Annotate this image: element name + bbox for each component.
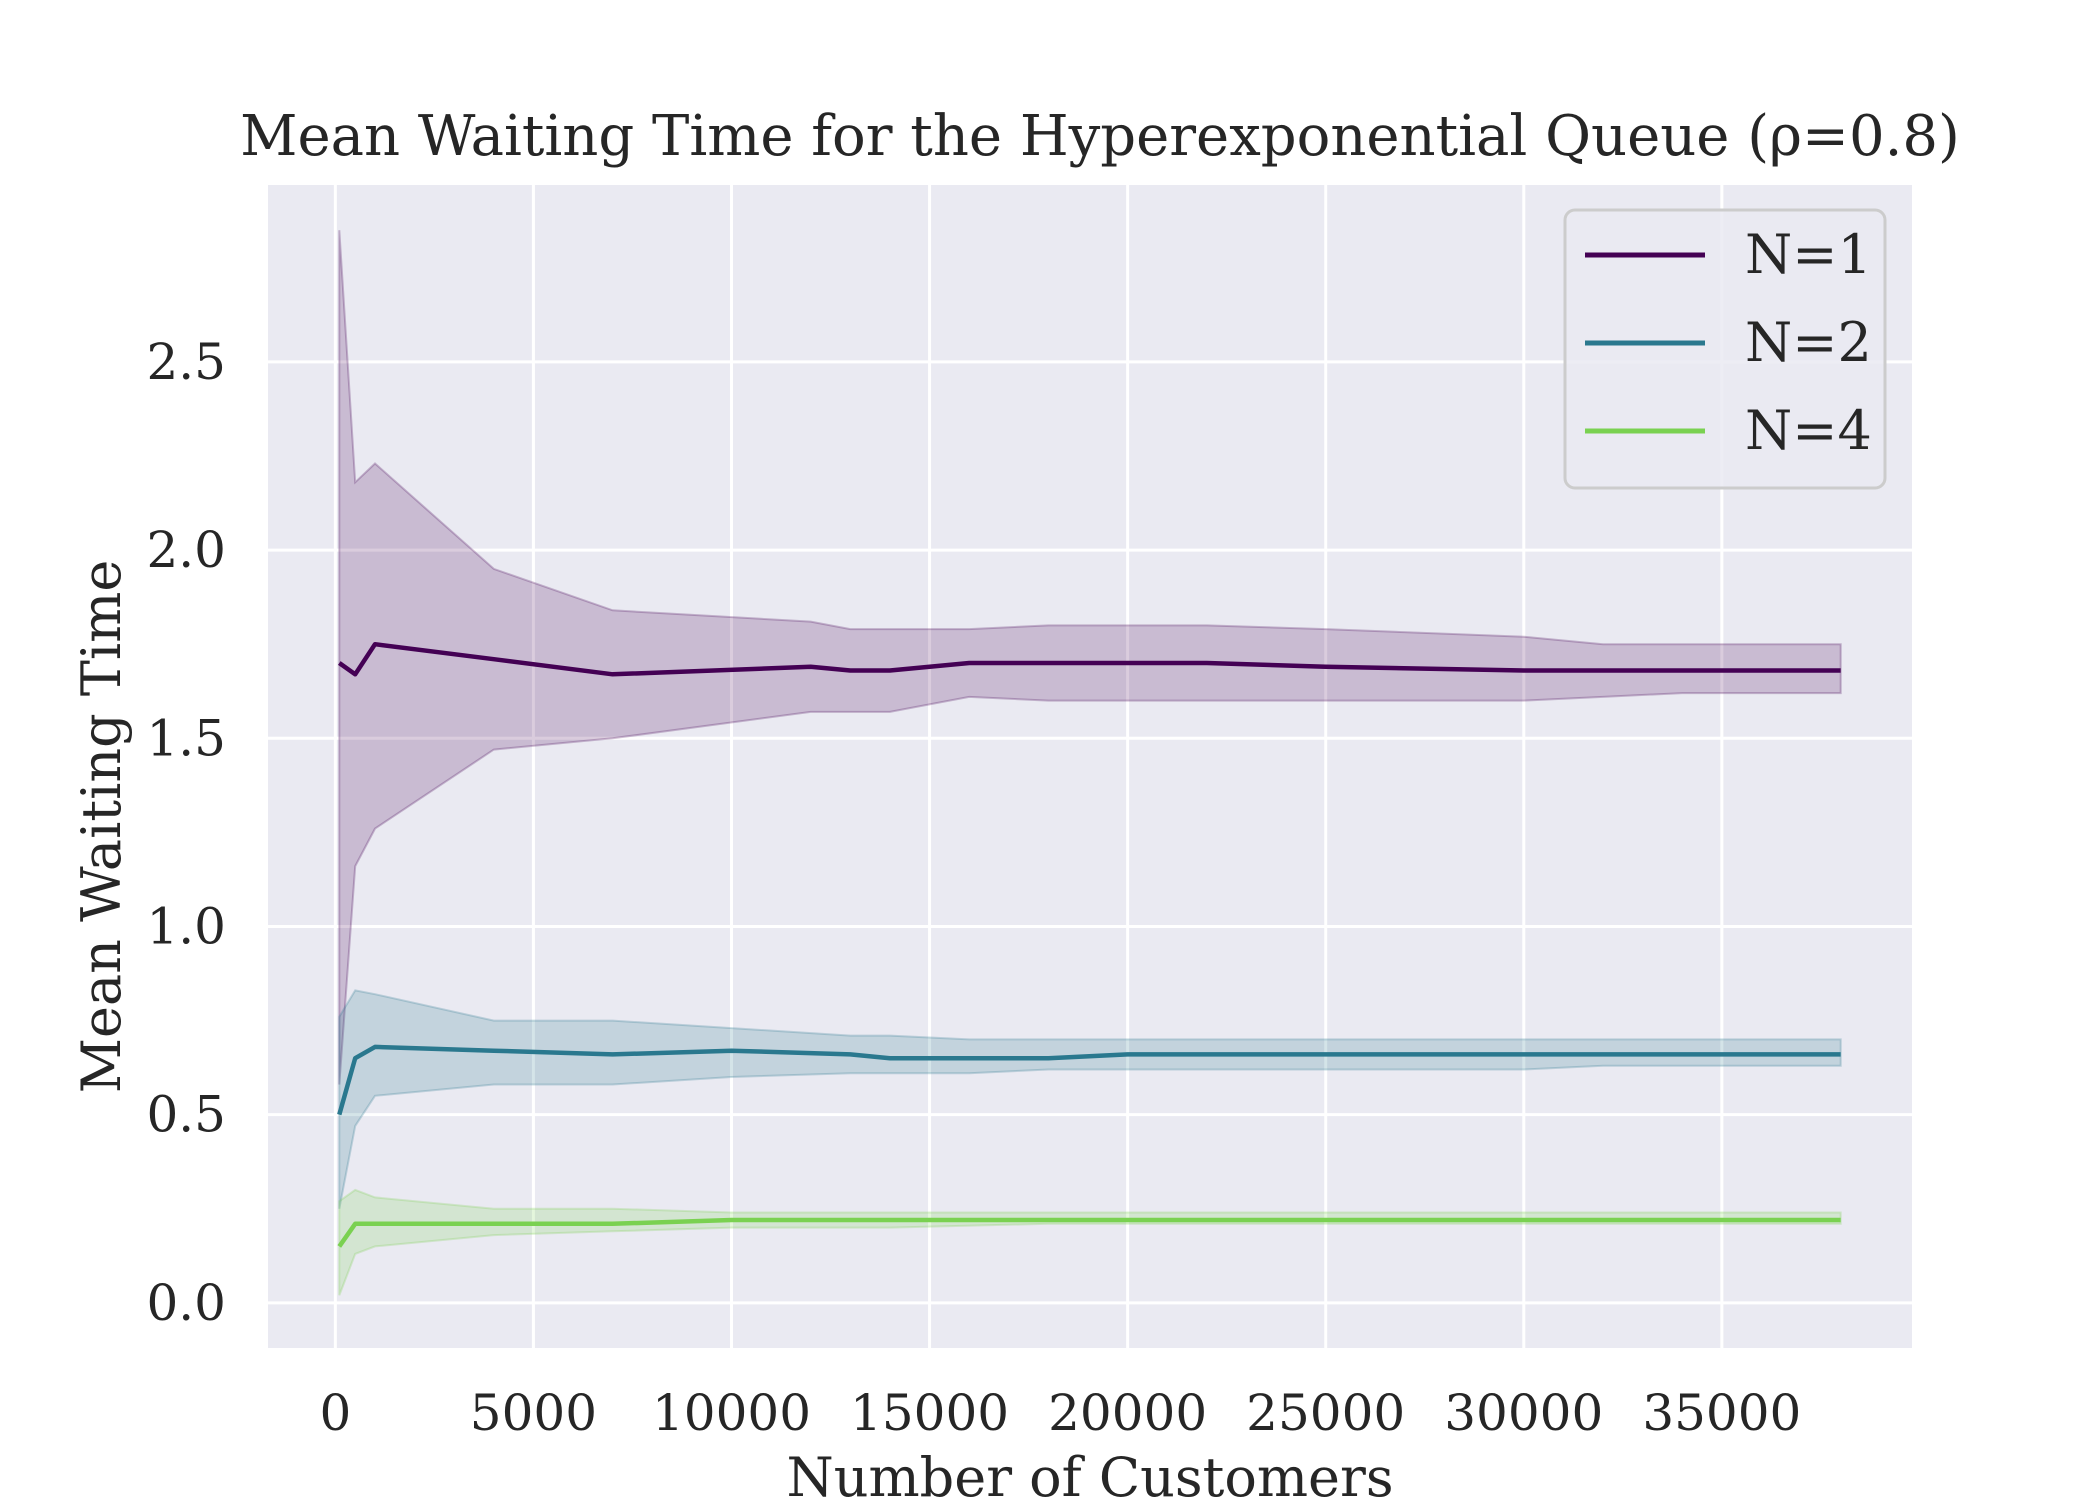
legend-label: N=4: [1745, 399, 1872, 462]
confidence-band-series-3: [338, 1188, 1842, 1296]
x-tick-label: 20000: [1048, 1384, 1207, 1442]
y-tick-label: 1.0: [146, 897, 226, 955]
y-tick-label: 0.5: [146, 1086, 226, 1144]
y-tick-label: 0.0: [146, 1274, 226, 1332]
legend-label: N=1: [1745, 223, 1872, 286]
confidence-band-series-1: [338, 230, 1842, 1085]
legend-label: N=2: [1745, 311, 1872, 374]
x-tick-labels: 0 5000 10000 15000 20000 25000 30000 35000: [319, 1384, 1801, 1442]
y-tick-label: 2.5: [146, 333, 226, 391]
x-tick-label: 30000: [1444, 1384, 1603, 1442]
x-tick-label: 0: [319, 1384, 351, 1442]
x-tick-label: 15000: [850, 1384, 1009, 1442]
x-tick-label: 35000: [1642, 1384, 1801, 1442]
chart-title: Mean Waiting Time for the Hyperexponenti…: [240, 104, 1960, 169]
y-tick-labels: 0.0 0.5 1.0 1.5 2.0 2.5: [146, 333, 226, 1332]
legend-box: [1563, 208, 1887, 490]
y-axis-label: Mean Waiting Time: [70, 560, 133, 1094]
line-series-2: [337, 1044, 1841, 1116]
line-series-1: [337, 641, 1841, 677]
confidence-band-series-2: [338, 989, 1842, 1209]
y-tick-label: 1.5: [146, 709, 226, 767]
legend: N=1 N=2 N=4: [1563, 208, 1887, 490]
x-tick-label: 5000: [470, 1384, 597, 1442]
line-series-3: [337, 1217, 1841, 1248]
y-tick-label: 2.0: [146, 521, 226, 579]
series-lines: [337, 641, 1841, 1248]
x-tick-label: 10000: [652, 1384, 811, 1442]
x-tick-label: 25000: [1246, 1384, 1405, 1442]
x-axis-label: Number of Customers: [786, 1446, 1393, 1500]
confidence-bands: [338, 230, 1842, 1296]
